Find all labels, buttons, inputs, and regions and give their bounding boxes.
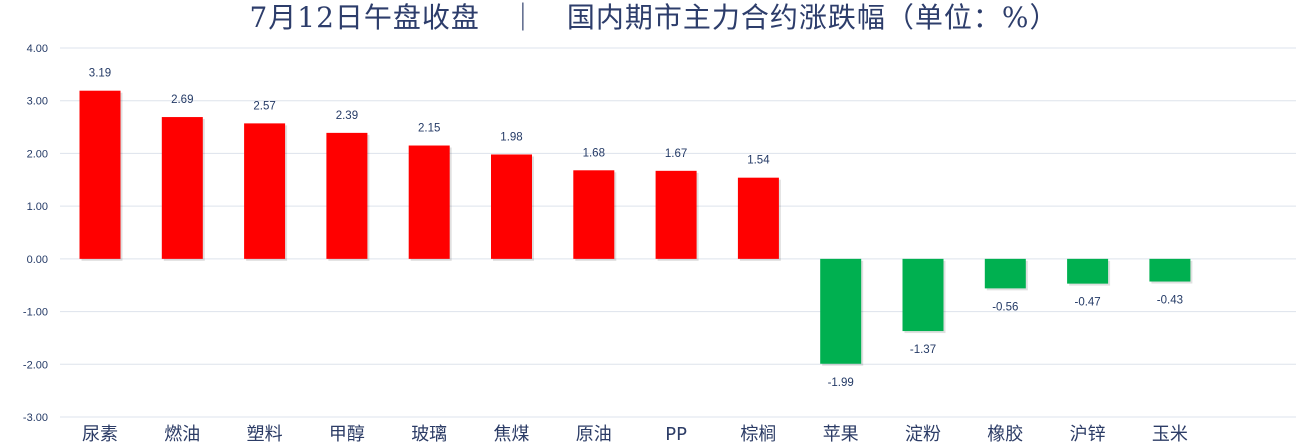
category-label: 淀粉	[905, 424, 941, 445]
category-label: 尿素	[82, 424, 118, 445]
data-label: 1.68	[583, 147, 605, 159]
data-label: 2.15	[418, 123, 440, 135]
category-label: 苹果	[823, 424, 859, 445]
bar	[737, 177, 779, 259]
category-label: 棕榈	[740, 424, 776, 445]
chart-title: 7月12日午盘收盘 ｜ 国内期市主力合约涨跌幅（单位：%）	[249, 1, 1059, 34]
y-tick-label: 3.00	[27, 96, 48, 108]
bar	[491, 154, 532, 259]
category-label: 甲醇	[329, 424, 365, 445]
category-label: 沪锌	[1070, 424, 1106, 445]
data-label: 2.39	[336, 110, 358, 122]
y-tick-label: -2.00	[23, 359, 48, 371]
data-label: 2.57	[253, 100, 275, 112]
data-label: 1.98	[500, 131, 522, 143]
category-label: 塑料	[247, 424, 283, 445]
bar	[408, 145, 450, 259]
category-label: PP	[665, 424, 687, 445]
bar	[820, 258, 862, 364]
data-label: -0.56	[992, 301, 1018, 313]
y-tick-label: 4.00	[27, 43, 48, 55]
bar	[573, 170, 615, 259]
data-label: 3.19	[89, 68, 111, 80]
y-tick-label: 2.00	[27, 148, 48, 160]
data-label: 1.67	[665, 148, 687, 160]
bar	[244, 123, 286, 259]
data-label: -1.99	[828, 377, 854, 389]
bar	[326, 132, 368, 259]
category-label: 燃油	[164, 424, 200, 445]
data-label: 1.54	[747, 155, 770, 167]
category-label: 原油	[576, 424, 612, 445]
category-label: 橡胶	[987, 424, 1023, 445]
bar	[79, 90, 121, 259]
y-tick-label: -1.00	[23, 307, 48, 319]
bar	[1067, 258, 1109, 284]
category-label: 玉米	[1152, 424, 1188, 445]
category-label: 焦煤	[494, 424, 530, 445]
y-tick-label: 0.00	[27, 254, 48, 266]
y-tick-label: 1.00	[27, 201, 48, 213]
data-label: -0.47	[1074, 297, 1100, 309]
y-tick-label: -3.00	[23, 412, 48, 424]
bar	[1149, 258, 1191, 282]
bar	[161, 117, 203, 259]
data-label: 2.69	[171, 94, 193, 106]
bar	[984, 258, 1026, 289]
category-label: 玻璃	[411, 424, 447, 445]
data-label: -1.37	[910, 344, 936, 356]
bar	[655, 170, 697, 259]
bar	[902, 258, 944, 332]
data-label: -0.43	[1157, 295, 1183, 307]
